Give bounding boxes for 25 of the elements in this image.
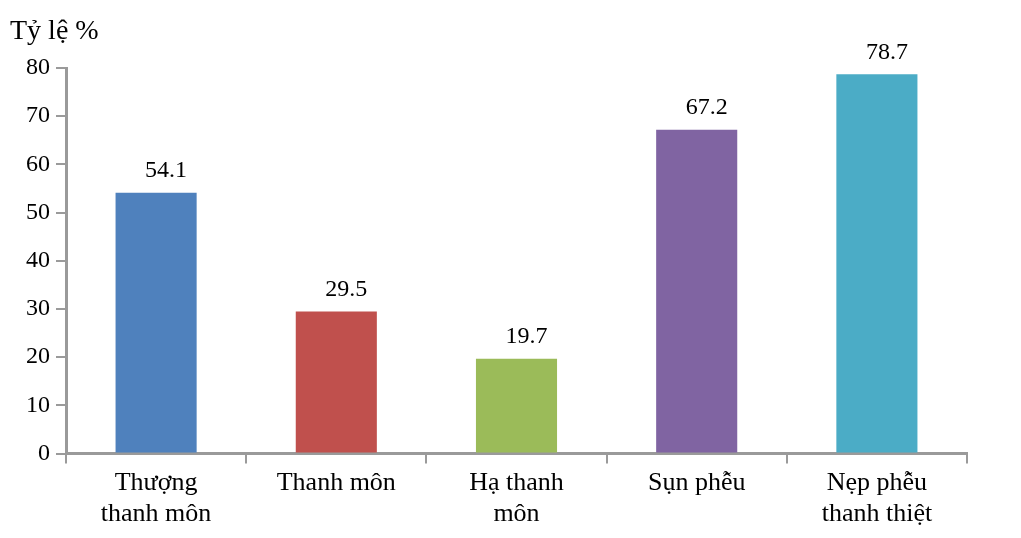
y-axis-title: Tỷ lệ %: [10, 14, 99, 46]
x-tick-label: Thanh môn: [276, 467, 396, 497]
bar: [836, 74, 918, 453]
bar: [295, 311, 377, 453]
y-tick-label: 10: [26, 390, 50, 417]
x-tick-label: Hạ thanh môn: [469, 467, 564, 528]
bar: [656, 129, 738, 453]
y-tick-label: 70: [26, 101, 50, 128]
y-tick-label: 80: [26, 53, 50, 80]
data-label: 29.5: [325, 274, 368, 301]
y-tick-label: 20: [26, 342, 50, 369]
y-tick-label: 40: [26, 246, 50, 273]
x-tick-label: Thượng thanh môn: [100, 467, 212, 528]
x-tick-label: Nẹp phễu thanh thiệt: [821, 467, 933, 528]
y-tick-label: 0: [38, 438, 50, 465]
y-tick-label: 60: [26, 149, 50, 176]
y-tick-label: 30: [26, 294, 50, 321]
x-tick-label: Sụn phễu: [647, 467, 746, 497]
data-label: 54.1: [145, 156, 188, 183]
bar: [475, 358, 558, 453]
bar: [115, 192, 197, 453]
y-tick-label: 50: [26, 197, 50, 224]
data-label: 78.7: [865, 37, 908, 64]
data-label: 67.2: [685, 92, 728, 119]
data-label: 19.7: [505, 321, 548, 348]
